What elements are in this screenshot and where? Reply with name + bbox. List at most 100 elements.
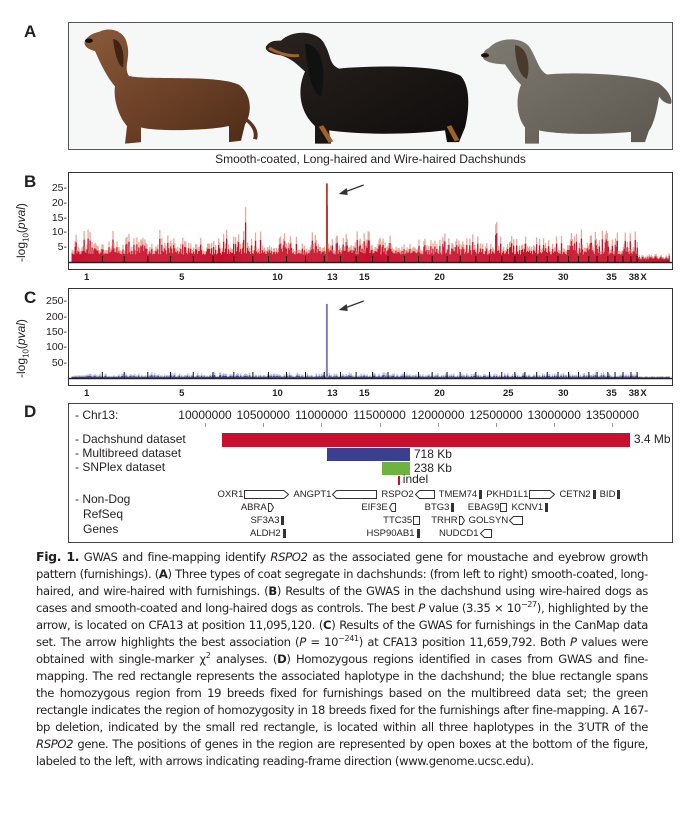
manhattan-bar-core <box>649 377 651 378</box>
manhattan-bar-core <box>270 375 273 378</box>
manhattan-bar <box>313 376 315 378</box>
manhattan-bar-core <box>332 253 334 262</box>
manhattan-bar-core <box>653 257 655 262</box>
manhattan-bar-core <box>336 376 338 378</box>
manhattan-bar <box>460 376 462 378</box>
manhattan-bar-core <box>454 376 456 378</box>
manhattan-bar <box>494 373 496 378</box>
manhattan-bar-core <box>652 377 654 378</box>
manhattan-bar-core <box>82 250 84 262</box>
manhattan-bar-core <box>408 252 410 262</box>
manhattan-bar-core <box>295 243 298 262</box>
manhattan-bar-core <box>218 377 220 378</box>
manhattan-bar-core <box>623 377 625 378</box>
manhattan-bar-core <box>649 257 651 262</box>
manhattan-bar <box>225 374 228 378</box>
manhattan-bar-core <box>91 247 93 262</box>
manhattan-bar-core <box>309 251 311 262</box>
manhattan-bar-core <box>549 254 552 262</box>
manhattan-bar-core <box>74 376 76 378</box>
manhattan-bar <box>401 374 403 378</box>
x-tick-label: 38 <box>628 388 640 399</box>
manhattan-bar <box>507 373 509 378</box>
manhattan-bar-core <box>558 377 561 378</box>
dog-photos-panel <box>68 22 673 150</box>
manhattan-bar-core <box>602 253 605 262</box>
manhattan-bar-core <box>551 376 554 378</box>
manhattan-bar-core <box>533 376 536 378</box>
manhattan-bar <box>626 375 628 378</box>
manhattan-bar-core <box>127 376 129 378</box>
manhattan-bar-core <box>528 250 531 262</box>
manhattan-bar-core <box>114 376 116 378</box>
manhattan-bar-core <box>507 249 509 262</box>
manhattan-bar <box>140 376 142 378</box>
x-tick-label: 13 <box>327 388 338 399</box>
manhattan-bar <box>141 374 143 378</box>
gene-aldh2: ALDH2 <box>250 528 286 539</box>
manhattan-bar-core <box>104 253 106 262</box>
manhattan-bar-core <box>641 256 643 262</box>
manhattan-bar-core <box>662 258 664 262</box>
manhattan-bar-core <box>410 253 412 262</box>
manhattan-bar-core <box>648 256 650 262</box>
manhattan-bar-core <box>286 253 289 262</box>
manhattan-bar-core <box>404 376 406 378</box>
manhattan-bar-core <box>392 252 394 262</box>
manhattan-bar-core <box>394 253 396 262</box>
manhattan-bar-core <box>205 376 207 378</box>
manhattan-bar <box>544 376 547 378</box>
manhattan-bar-core <box>510 377 512 378</box>
manhattan-bar-core <box>392 375 394 378</box>
y-tick-label: 200- <box>45 310 67 323</box>
manhattan-bar-core <box>209 376 211 378</box>
manhattan-bar <box>161 375 163 378</box>
manhattan-bar-core <box>245 253 248 262</box>
manhattan-bar-core <box>645 259 647 262</box>
manhattan-bar-core <box>219 375 221 378</box>
manhattan-bar-core <box>99 375 101 378</box>
manhattan-bar-core <box>600 254 603 262</box>
manhattan-bar-core <box>80 253 82 262</box>
manhattan-bar-core <box>122 249 124 262</box>
gene-name: TRHR <box>431 515 458 526</box>
manhattan-bar-core <box>165 250 167 262</box>
manhattan-bar-core <box>509 247 511 262</box>
manhattan-bar <box>603 374 606 378</box>
manhattan-bar-core <box>171 375 173 378</box>
manhattan-bar-core <box>213 247 215 262</box>
manhattan-bar <box>344 375 346 378</box>
manhattan-bar <box>120 375 122 378</box>
manhattan-bar-core <box>366 248 368 262</box>
manhattan-bar-core <box>294 377 297 378</box>
manhattan-bar <box>627 374 629 378</box>
manhattan-bar-core <box>433 254 435 262</box>
manhattan-bar-core <box>492 377 494 378</box>
manhattan-bar-core <box>468 376 470 378</box>
manhattan-bar <box>487 375 489 378</box>
manhattan-bar-core <box>659 257 661 262</box>
arrow-icon <box>338 184 364 195</box>
manhattan-bar-core <box>410 376 412 378</box>
manhattan-bar-core <box>667 377 669 378</box>
manhattan-bar-core <box>279 243 282 262</box>
manhattan-bar <box>417 376 419 378</box>
manhattan-bar-core <box>463 376 465 378</box>
manhattan-bar <box>117 375 119 378</box>
manhattan-bar-core <box>525 376 528 378</box>
manhattan-bar-core <box>302 376 305 378</box>
arrow-icon <box>338 300 364 311</box>
manhattan-bar-core <box>132 376 134 378</box>
caption-superscript: −27 <box>520 600 537 610</box>
manhattan-bar-core <box>269 376 272 378</box>
manhattan-bar <box>203 375 205 378</box>
manhattan-bar-core <box>406 375 408 378</box>
gene-box-icon <box>267 503 274 512</box>
manhattan-bar-core <box>588 249 591 262</box>
manhattan-bar-core <box>130 254 132 262</box>
manhattan-bar <box>124 376 126 378</box>
manhattan-bar-core <box>515 375 517 378</box>
manhattan-bar-core <box>433 376 435 378</box>
x-tick-label: 30 <box>557 388 569 399</box>
manhattan-bar-core <box>268 250 271 262</box>
